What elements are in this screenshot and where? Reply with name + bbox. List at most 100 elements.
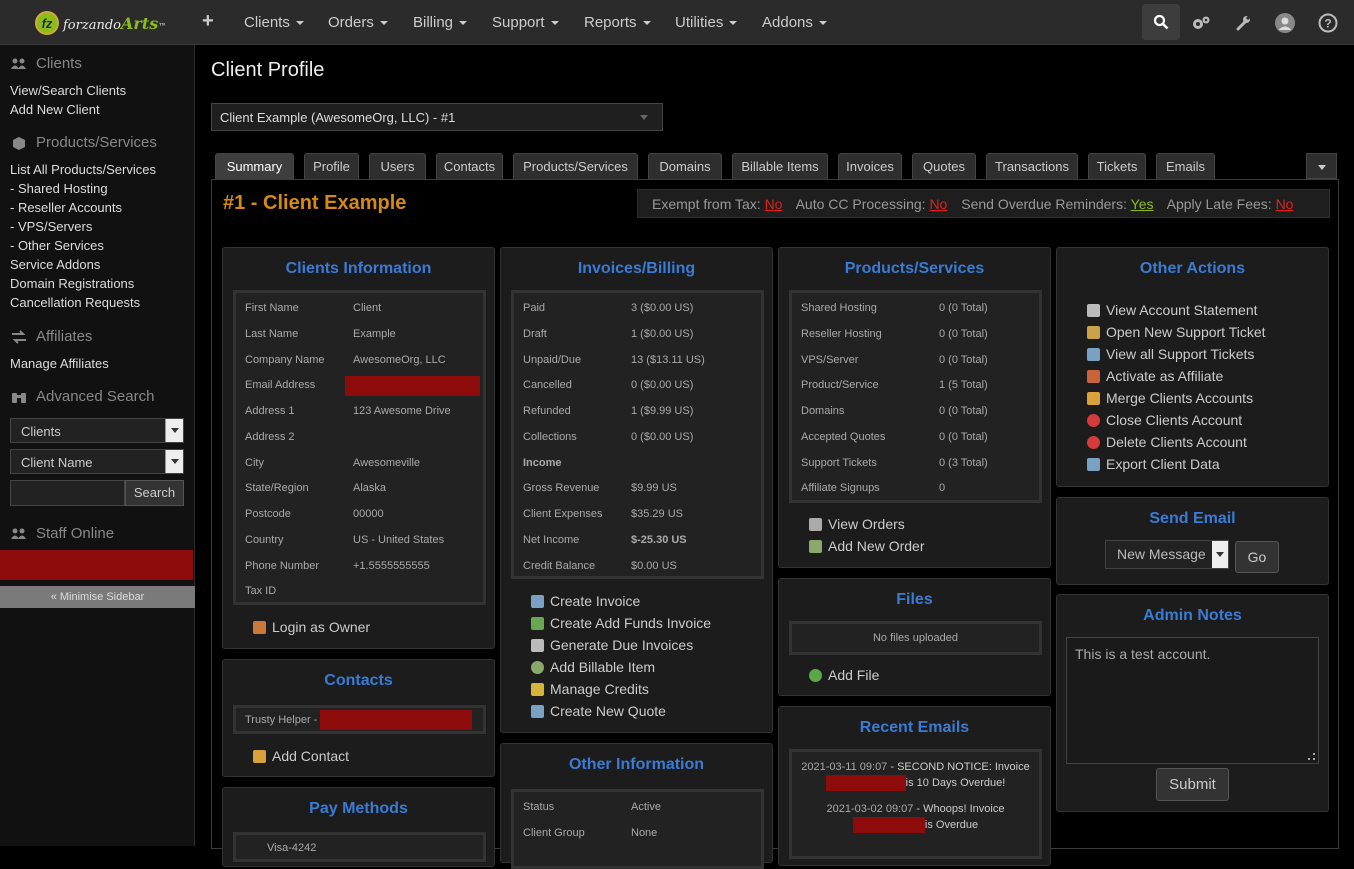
tab-transactions[interactable]: Transactions (986, 153, 1078, 179)
merge-accounts-link[interactable]: Merge Clients Accounts (1087, 390, 1253, 406)
view-all-tickets-link[interactable]: View all Support Tickets (1087, 346, 1254, 362)
sidebar-add-client[interactable]: Add New Client (10, 102, 100, 117)
adv-search-button[interactable]: Search (125, 480, 184, 506)
activate-affiliate-link[interactable]: Activate as Affiliate (1087, 368, 1223, 384)
flag-late-fees-toggle[interactable]: No (1275, 196, 1294, 212)
delete-circle-icon (1087, 435, 1100, 449)
email-date: 2021-03-11 09:07 (801, 761, 888, 773)
flag-auto-cc-toggle[interactable]: No (929, 196, 948, 212)
login-as-owner-link[interactable]: Login as Owner (253, 619, 370, 635)
tab-summary[interactable]: Summary (215, 153, 294, 179)
tab-quotes[interactable]: Quotes (912, 153, 976, 179)
sidebar-other-services[interactable]: - Other Services (10, 238, 104, 253)
nav-support[interactable]: Support (492, 14, 559, 31)
create-add-funds-invoice-link[interactable]: Create Add Funds Invoice (531, 615, 711, 631)
search-icon[interactable] (1142, 4, 1180, 40)
add-contact-label: Add Contact (272, 748, 350, 764)
nav-utilities[interactable]: Utilities (675, 14, 738, 31)
nav-billing[interactable]: Billing (413, 14, 468, 31)
add-file-link[interactable]: Add File (809, 667, 879, 683)
sidebar-view-clients[interactable]: View/Search Clients (10, 83, 127, 98)
send-email-go-button[interactable]: Go (1235, 541, 1279, 573)
sidebar-domain-registrations[interactable]: Domain Registrations (10, 276, 135, 291)
nav-clients[interactable]: Clients (244, 14, 304, 31)
view-orders-link[interactable]: View Orders (809, 516, 905, 532)
sidebar-service-addons[interactable]: Service Addons (10, 257, 101, 272)
create-new-quote-label: Create New Quote (550, 703, 666, 719)
contact-email-redacted (320, 710, 472, 730)
tabs-more-dropdown[interactable] (1306, 153, 1337, 179)
tab-tickets[interactable]: Tickets (1088, 153, 1146, 179)
invoice-icon (531, 594, 544, 608)
add-billable-item-link[interactable]: Add Billable Item (531, 659, 655, 675)
help-icon[interactable]: ? (1312, 7, 1344, 39)
invoices-billing-table: Paid 3 ($0.00 US) Draft 1 ($0.00 US) Unpai… (511, 290, 764, 579)
sidebar-reseller-accounts[interactable]: - Reseller Accounts (10, 200, 122, 215)
resize-handle-icon[interactable] (1308, 753, 1315, 760)
brand-logo[interactable]: fz forzandoArts™ (35, 10, 166, 36)
contacts-title: Contacts (324, 672, 393, 689)
minimise-sidebar-button[interactable]: « Minimise Sidebar (0, 586, 195, 608)
add-contact-link[interactable]: Add Contact (253, 748, 349, 764)
client-heading: #1 - Client Example (223, 192, 407, 214)
nav-addons[interactable]: Addons (762, 14, 827, 31)
flag-exempt-tax-toggle[interactable]: No (764, 196, 783, 212)
client-flags-bar: Exempt from Tax: No Auto CC Processing: … (637, 189, 1330, 218)
adv-search-type-value: Clients (21, 424, 61, 439)
wrench-icon[interactable] (1227, 7, 1259, 39)
tab-users[interactable]: Users (369, 153, 426, 179)
sidebar-staff-online-header: Staff Online (10, 525, 114, 542)
tab-invoices[interactable]: Invoices (838, 153, 902, 179)
chevron-down-icon (550, 21, 559, 26)
create-invoice-link[interactable]: Create Invoice (531, 593, 640, 609)
sidebar-list-products[interactable]: List All Products/Services (10, 162, 156, 177)
cube-icon (13, 136, 25, 150)
tab-domains[interactable]: Domains (648, 153, 722, 179)
adv-search-type-select[interactable]: Clients (10, 418, 184, 443)
sidebar-products-header: Products/Services (10, 134, 157, 151)
tab-profile[interactable]: Profile (304, 153, 359, 179)
manage-credits-link[interactable]: Manage Credits (531, 681, 649, 697)
add-new-icon[interactable]: + (202, 10, 214, 32)
sidebar-manage-affiliates[interactable]: Manage Affiliates (10, 356, 109, 371)
open-new-ticket-link[interactable]: Open New Support Ticket (1087, 324, 1266, 340)
flag-latefee-label: Apply Late Fees: (1166, 196, 1272, 212)
close-account-link[interactable]: Close Clients Account (1087, 412, 1242, 428)
export-client-data-link[interactable]: Export Client Data (1087, 456, 1220, 472)
export-icon (1087, 457, 1100, 471)
tab-contacts[interactable]: Contacts (436, 153, 503, 179)
coins-icon (531, 682, 544, 696)
sidebar-shared-hosting[interactable]: - Shared Hosting (10, 181, 108, 196)
list-item[interactable]: 2021-03-02 09:07 - Whoops! Invoice is Ov… (792, 801, 1039, 834)
delete-account-link[interactable]: Delete Clients Account (1087, 434, 1247, 450)
view-account-statement-link[interactable]: View Account Statement (1087, 302, 1258, 318)
list-item[interactable]: 2021-03-11 09:07 - SECOND NOTICE: Invoic… (792, 759, 1039, 792)
nav-reports[interactable]: Reports (584, 14, 651, 31)
sidebar-vps-servers[interactable]: - VPS/Servers (10, 219, 93, 234)
invoice-number-redacted (825, 775, 906, 792)
email-template-select[interactable]: New Message (1105, 540, 1229, 569)
view-account-statement-label: View Account Statement (1106, 302, 1258, 318)
adv-search-field-select[interactable]: Client Name (10, 449, 184, 474)
recent-emails-list: 2021-03-11 09:07 - SECOND NOTICE: Invoic… (789, 749, 1042, 859)
create-new-quote-link[interactable]: Create New Quote (531, 703, 666, 719)
tickets-icon (1087, 347, 1100, 361)
tab-emails[interactable]: Emails (1156, 153, 1215, 179)
client-select[interactable]: Client Example (AwesomeOrg, LLC) - #1 (211, 103, 663, 131)
nav-orders[interactable]: Orders (328, 14, 388, 31)
generate-due-invoices-link[interactable]: Generate Due Invoices (531, 637, 693, 653)
user-avatar-icon[interactable] (1269, 7, 1301, 39)
billable-item-icon (531, 660, 544, 674)
add-new-order-link[interactable]: Add New Order (809, 538, 924, 554)
sidebar-cancellation-requests[interactable]: Cancellation Requests (10, 295, 141, 310)
adv-search-input[interactable] (10, 480, 125, 506)
admin-notes-textarea[interactable]: This is a test account. (1066, 637, 1319, 764)
tab-products-services[interactable]: Products/Services (513, 153, 638, 179)
gears-icon[interactable] (1185, 7, 1217, 39)
email-date: 2021-03-02 09:07 (826, 803, 914, 815)
close-circle-icon (1087, 413, 1100, 427)
tab-billable-items[interactable]: Billable Items (732, 153, 828, 179)
admin-notes-submit-button[interactable]: Submit (1156, 768, 1229, 801)
create-invoice-label: Create Invoice (550, 593, 641, 609)
flag-overdue-reminders-toggle[interactable]: Yes (1130, 196, 1154, 212)
